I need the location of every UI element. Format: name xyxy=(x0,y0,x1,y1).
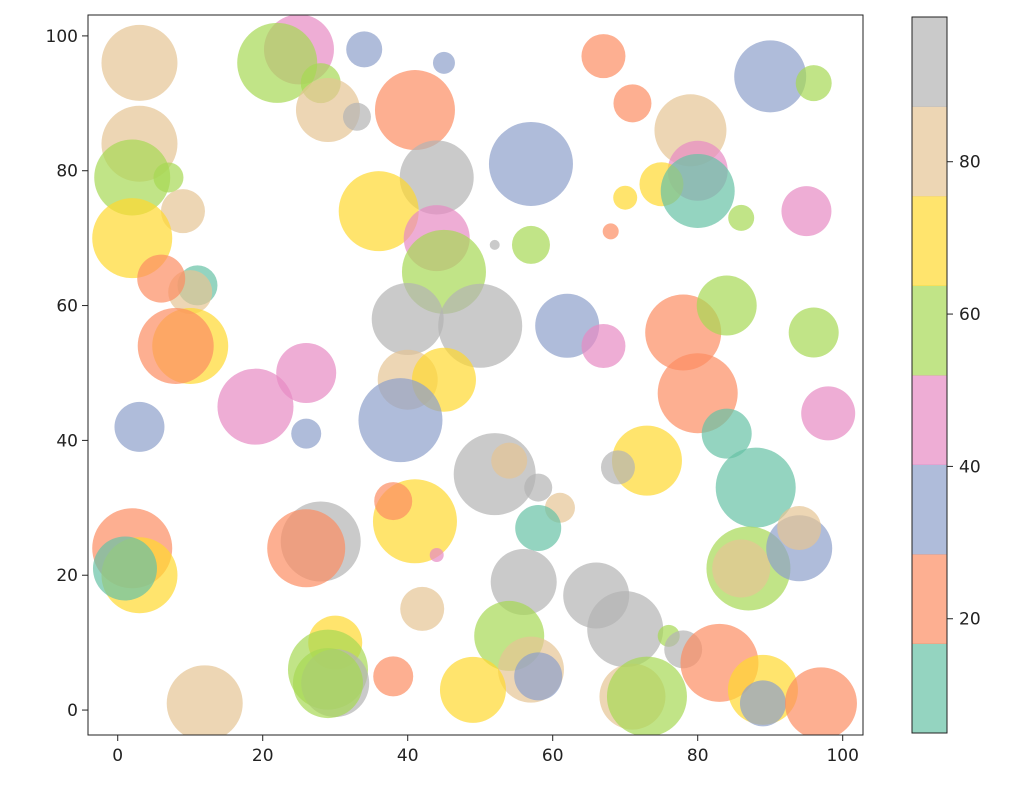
scatter-point-63 xyxy=(490,548,557,615)
scatter-point-50 xyxy=(696,275,757,336)
scatter-point-8 xyxy=(137,254,186,303)
colorbar-segment-0 xyxy=(912,643,947,734)
colorbar-tick-label: 40 xyxy=(959,457,981,477)
x-tick-label: 100 xyxy=(826,746,858,766)
scatter-point-36 xyxy=(613,84,652,123)
scatter-point-46 xyxy=(781,186,832,237)
y-tick-label: 100 xyxy=(46,27,78,47)
scatter-point-68 xyxy=(514,652,563,701)
scatter-point-48 xyxy=(581,324,626,369)
scatter-point-33 xyxy=(511,225,550,264)
scatter-point-43 xyxy=(602,223,619,240)
colorbar-tick-label: 20 xyxy=(959,610,981,630)
plot-frame xyxy=(87,14,864,736)
scatter-point-3 xyxy=(153,162,184,193)
colorbar-frame xyxy=(911,16,948,734)
scatter-point-82 xyxy=(374,482,413,521)
scatter-point-92 xyxy=(439,656,506,723)
scatter-point-75 xyxy=(739,680,786,727)
scatter-point-57 xyxy=(600,450,635,485)
scatter-point-14 xyxy=(291,418,322,449)
scatter-point-93 xyxy=(166,665,243,735)
scatter-point-62 xyxy=(515,505,562,552)
scatter-point-60 xyxy=(524,473,553,502)
scatter-point-35 xyxy=(581,34,626,79)
scatter-point-83 xyxy=(429,548,444,562)
colorbar-tick-label: 60 xyxy=(959,305,981,325)
y-tick-label: 40 xyxy=(56,431,78,451)
scatter-point-10 xyxy=(137,308,214,385)
scatter-point-12 xyxy=(276,342,337,403)
y-axis: 0 20 40 60 80 100 xyxy=(46,27,88,721)
scatter-point-78 xyxy=(712,539,771,598)
scatter-point-65 xyxy=(587,591,664,668)
scatter-point-2 xyxy=(94,139,171,216)
x-tick-label: 80 xyxy=(687,746,709,766)
scatter-point-32 xyxy=(489,239,500,250)
scatter-point-21 xyxy=(432,51,455,74)
scatter-point-91 xyxy=(373,656,414,697)
x-tick-label: 20 xyxy=(252,746,274,766)
scatter-point-13 xyxy=(114,401,165,452)
y-tick-label: 60 xyxy=(56,297,78,317)
scatter-point-19 xyxy=(342,102,371,131)
scatter-point-24 xyxy=(338,171,419,252)
scatter-point-4 xyxy=(160,189,205,234)
x-tick-label: 60 xyxy=(542,746,564,766)
scatter-point-54 xyxy=(701,408,752,459)
scatter-point-85 xyxy=(267,509,346,588)
colorbar-segment-3 xyxy=(912,375,947,465)
scatter-point-55 xyxy=(715,447,796,528)
colorbar-segment-5 xyxy=(912,196,947,286)
scatter-point-28 xyxy=(438,283,523,368)
y-tick-label: 0 xyxy=(67,701,78,721)
scatter-point-80 xyxy=(777,506,822,551)
scatter-point-96 xyxy=(92,536,157,601)
y-tick-label: 20 xyxy=(56,566,78,586)
scatter-point-40 xyxy=(613,185,638,210)
scatter-point-44 xyxy=(734,40,807,113)
x-tick-label: 40 xyxy=(397,746,419,766)
colorbar-segment-4 xyxy=(912,285,947,376)
scatter-point-59 xyxy=(491,442,528,479)
scatter-point-31 xyxy=(358,378,443,463)
scatter-point-22 xyxy=(374,70,455,151)
scatter-point-16 xyxy=(237,22,318,103)
colorbar-segment-7 xyxy=(912,17,947,107)
scatter-point-45 xyxy=(795,65,832,102)
colorbar: 20 40 60 80 xyxy=(911,16,981,734)
scatter-point-0 xyxy=(101,24,178,101)
x-tick-label: 0 xyxy=(112,746,123,766)
scatter-point-20 xyxy=(346,31,383,68)
scatter-points xyxy=(92,15,857,735)
scatter-point-23 xyxy=(399,140,474,215)
colorbar-segment-1 xyxy=(912,554,947,644)
scatter-point-86 xyxy=(400,586,445,631)
scatter-point-11 xyxy=(217,368,294,445)
colorbar-segment-6 xyxy=(912,106,947,197)
scatter-point-76 xyxy=(784,667,857,735)
scatter-point-70 xyxy=(606,656,687,735)
scatter-point-52 xyxy=(801,386,856,441)
scatter-point-18 xyxy=(295,78,360,143)
colorbar-tick-label: 80 xyxy=(959,153,981,173)
scatter-point-34 xyxy=(488,121,573,206)
scatter-point-90 xyxy=(292,648,363,719)
scatter-point-42 xyxy=(728,204,755,231)
scatter-point-41 xyxy=(660,153,735,228)
x-axis: 0 20 40 60 80 100 xyxy=(112,735,859,766)
y-tick-label: 80 xyxy=(56,162,78,182)
scatter-point-58 xyxy=(453,433,536,516)
scatter-point-27 xyxy=(371,283,444,356)
scatter-point-51 xyxy=(788,307,839,358)
colorbar-segment-2 xyxy=(912,464,947,555)
